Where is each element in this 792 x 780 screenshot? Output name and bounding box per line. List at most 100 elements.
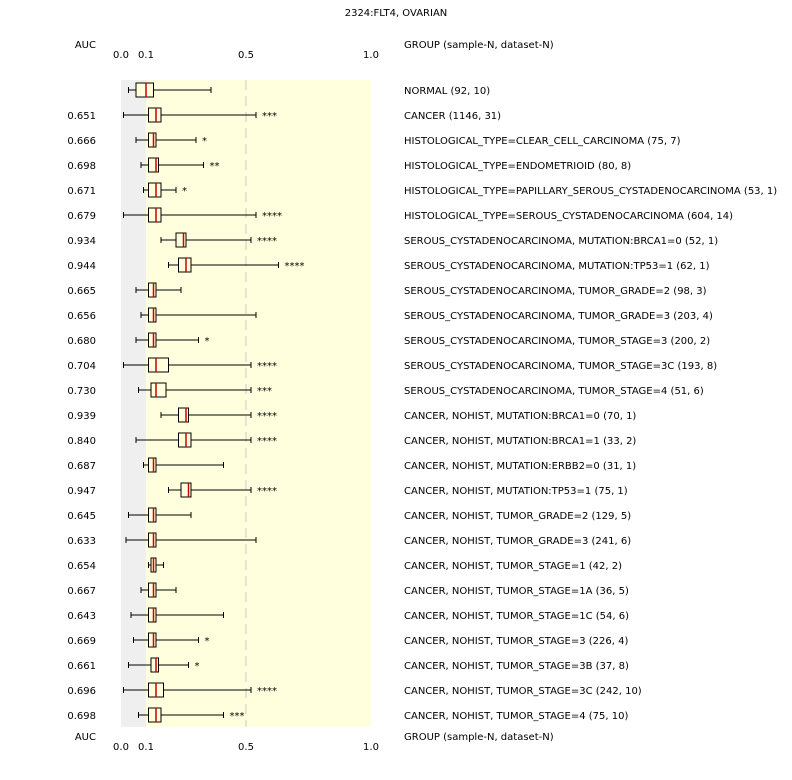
- box: [148, 132, 157, 148]
- significance-stars: ***: [257, 386, 272, 397]
- bottom-tick-0.0: 0.0: [113, 742, 129, 753]
- box: [148, 457, 157, 473]
- top-tick-0.5: 0.5: [238, 50, 254, 61]
- group-label: CANCER, NOHIST, TUMOR_STAGE=1 (42, 2): [404, 561, 622, 572]
- row-22: * 0.669 CANCER, NOHIST, TUMOR_STAGE=3 (226…: [67, 632, 628, 648]
- significance-stars: *: [202, 136, 207, 147]
- auc-value: 0.944: [67, 261, 96, 272]
- row-11: **** 0.704 SEROUS_CYSTADENOCARCINOMA, TUMO…: [67, 357, 717, 373]
- significance-stars: ****: [257, 436, 277, 447]
- auc-value: 0.947: [67, 486, 96, 497]
- box: [178, 407, 189, 423]
- row-2: * 0.666 HISTOLOGICAL_TYPE=CLEAR_CELL_CARCI…: [67, 132, 681, 148]
- row-1: *** 0.651 CANCER (1146, 31): [67, 107, 501, 123]
- box: [148, 632, 157, 648]
- box: [178, 432, 192, 448]
- significance-stars: ***: [230, 711, 245, 722]
- box: [148, 182, 162, 198]
- box: [178, 257, 192, 273]
- row-24: **** 0.696 CANCER, NOHIST, TUMOR_STAGE=3C …: [67, 682, 642, 698]
- auc-value: 0.840: [67, 436, 96, 447]
- auc-header-top: AUC: [75, 40, 96, 51]
- row-6: **** 0.934 SEROUS_CYSTADENOCARCINOMA, MUTA…: [67, 232, 718, 248]
- box: [148, 207, 162, 223]
- auc-value: 0.698: [67, 161, 96, 172]
- group-label: SEROUS_CYSTADENOCARCINOMA, TUMOR_GRADE=2…: [404, 286, 707, 297]
- box: [135, 82, 154, 98]
- significance-stars: **: [210, 161, 220, 172]
- group-header-bottom: GROUP (sample-N, dataset-N): [404, 732, 554, 743]
- box: [148, 607, 157, 623]
- group-label: NORMAL (92, 10): [404, 86, 490, 97]
- box: [148, 332, 157, 348]
- row-18: 0.633 CANCER, NOHIST, TUMOR_GRADE=3 (241,…: [67, 532, 631, 548]
- box: [148, 307, 157, 323]
- significance-stars: *: [195, 661, 200, 672]
- box: [148, 157, 159, 173]
- auc-value: 0.939: [67, 411, 96, 422]
- row-14: **** 0.840 CANCER, NOHIST, MUTATION:BRCA1=…: [67, 432, 636, 448]
- bottom-tick-1.0: 1.0: [363, 742, 379, 753]
- row-4: * 0.671 HISTOLOGICAL_TYPE=PAPILLARY_SEROUS…: [67, 182, 777, 198]
- significance-stars: ****: [257, 686, 277, 697]
- group-label: CANCER, NOHIST, TUMOR_STAGE=3 (226, 4): [404, 636, 628, 647]
- background-low-region: [121, 80, 146, 727]
- group-label: SEROUS_CYSTADENOCARCINOMA, TUMOR_STAGE=3…: [404, 361, 717, 372]
- group-label: SEROUS_CYSTADENOCARCINOMA, TUMOR_STAGE=3…: [404, 336, 710, 347]
- group-label: CANCER, NOHIST, TUMOR_STAGE=1A (36, 5): [404, 586, 629, 597]
- group-header-top: GROUP (sample-N, dataset-N): [404, 40, 554, 51]
- box: [175, 232, 187, 248]
- group-label: CANCER, NOHIST, TUMOR_GRADE=3 (241, 6): [404, 536, 631, 547]
- row-23: * 0.661 CANCER, NOHIST, TUMOR_STAGE=3B (37…: [67, 657, 629, 673]
- auc-value: 0.666: [67, 136, 96, 147]
- auc-value: 0.934: [67, 236, 96, 247]
- auc-value: 0.669: [67, 636, 96, 647]
- group-label: SEROUS_CYSTADENOCARCINOMA, MUTATION:TP53…: [404, 261, 710, 272]
- box: [180, 482, 192, 498]
- auc-value: 0.643: [67, 611, 96, 622]
- row-12: *** 0.730 SEROUS_CYSTADENOCARCINOMA, TUMOR…: [67, 382, 704, 398]
- plot-area: NORMAL (92, 10)***0.651 CANCER (1146, 31)…: [67, 80, 777, 727]
- top-tick-1.0: 1.0: [363, 50, 379, 61]
- significance-stars: ****: [257, 411, 277, 422]
- auc-value: 0.679: [67, 211, 96, 222]
- significance-stars: ****: [285, 261, 305, 272]
- auc-value: 0.687: [67, 461, 96, 472]
- auc-value: 0.698: [67, 711, 96, 722]
- box: [148, 532, 157, 548]
- auc-value: 0.696: [67, 686, 96, 697]
- auc-value: 0.665: [67, 286, 96, 297]
- bottom-tick-labels: 0.0 0.1 0.5 1.0: [113, 742, 379, 753]
- box: [148, 282, 157, 298]
- auc-value: 0.651: [67, 111, 96, 122]
- auc-value: 0.667: [67, 586, 96, 597]
- box: [150, 657, 159, 673]
- box-rows: NORMAL (92, 10)***0.651 CANCER (1146, 31)…: [67, 82, 777, 723]
- group-label: SEROUS_CYSTADENOCARCINOMA, MUTATION:BRCA…: [404, 236, 718, 247]
- top-tick-labels: 0.0 0.1 0.5 1.0: [113, 50, 379, 61]
- row-20: 0.667 CANCER, NOHIST, TUMOR_STAGE=1A (36,…: [67, 582, 629, 598]
- group-label: CANCER, NOHIST, TUMOR_STAGE=3B (37, 8): [404, 661, 629, 672]
- box: [148, 707, 162, 723]
- row-7: **** 0.944 SEROUS_CYSTADENOCARCINOMA, MUTA…: [67, 257, 710, 273]
- box: [148, 357, 169, 373]
- chart-title: 2324:FLT4, OVARIAN: [345, 8, 448, 19]
- auc-value: 0.704: [67, 361, 96, 372]
- group-label: CANCER, NOHIST, TUMOR_STAGE=4 (75, 10): [404, 711, 628, 722]
- top-axis: AUC GROUP (sample-N, dataset-N) 0.0 0.1 0.…: [75, 40, 554, 61]
- group-label: CANCER, NOHIST, TUMOR_STAGE=3C (242, 10): [404, 686, 642, 697]
- auc-value: 0.656: [67, 311, 96, 322]
- group-label: CANCER, NOHIST, TUMOR_STAGE=1C (54, 6): [404, 611, 629, 622]
- significance-stars: *: [205, 636, 210, 647]
- significance-stars: ***: [262, 111, 277, 122]
- box: [148, 582, 157, 598]
- group-label: CANCER, NOHIST, MUTATION:BRCA1=0 (70, 1): [404, 411, 636, 422]
- group-label: HISTOLOGICAL_TYPE=CLEAR_CELL_CARCINOMA (…: [404, 136, 681, 147]
- row-10: * 0.680 SEROUS_CYSTADENOCARCINOMA, TUMOR_S…: [67, 332, 710, 348]
- background-high-region: [146, 80, 371, 727]
- significance-stars: ****: [257, 236, 277, 247]
- group-label: SEROUS_CYSTADENOCARCINOMA, TUMOR_STAGE=4…: [404, 386, 704, 397]
- row-3: ** 0.698 HISTOLOGICAL_TYPE=ENDOMETRIOID (8…: [67, 157, 631, 173]
- auc-value: 0.671: [67, 186, 96, 197]
